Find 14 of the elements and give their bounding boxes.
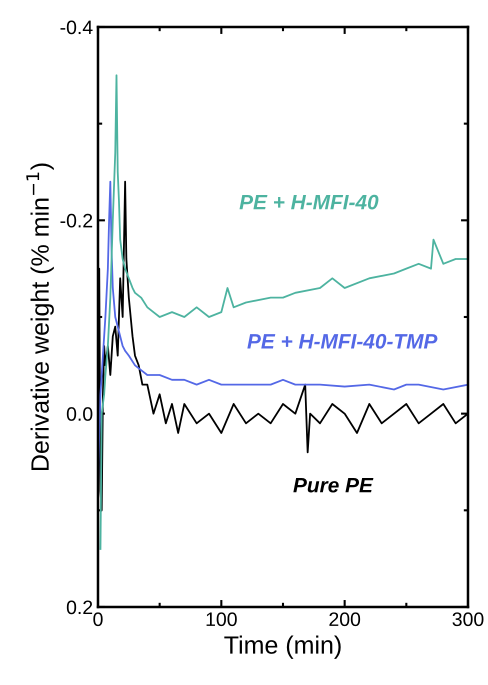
x-tick-label: 100 [206, 612, 237, 626]
x-axis-title: Time (min) [224, 636, 341, 659]
y-tick-label: -0.4 [60, 20, 93, 34]
x-tick-label: 200 [329, 612, 360, 626]
y-tick-label: 0.2 [66, 600, 92, 614]
y-tick-label: 0.0 [66, 407, 92, 421]
text: PE + H-MFI-40 [240, 194, 378, 210]
y-axis-title: Derivative weight (% min$^{−1}$) [26, 164, 54, 470]
series-label: PE + H-MFI-40-TMP [247, 334, 438, 349]
series-label: Pure PE [293, 478, 374, 493]
line-series [100, 74, 468, 550]
x-tick-label: 0 [93, 612, 103, 626]
y-tick-label: -0.2 [60, 214, 92, 228]
x-tick-label: 300 [452, 612, 484, 626]
